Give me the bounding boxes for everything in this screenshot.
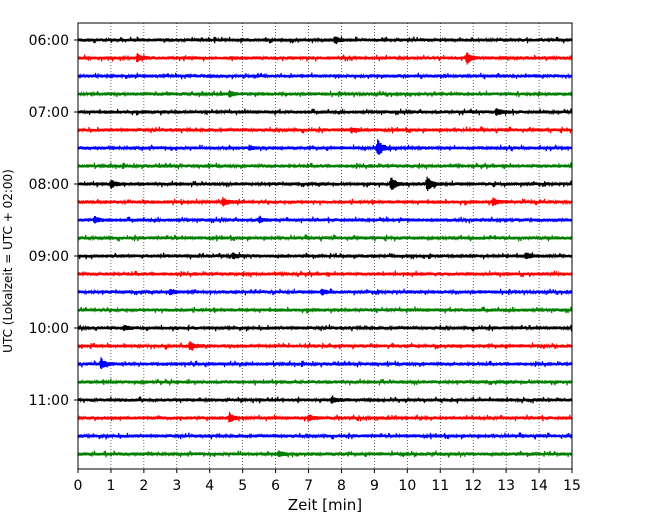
trace-line [77, 90, 573, 98]
y-tick-label: 08:00 [29, 177, 69, 193]
x-tick-label: 14 [530, 478, 548, 494]
y-tick-label: 11:00 [29, 393, 69, 409]
trace-line [77, 126, 573, 134]
x-tick-label: 3 [172, 478, 181, 494]
y-axis-label: UTC (Lokalzeit = UTC + 02:00) [1, 169, 15, 353]
trace-line [77, 324, 573, 332]
trace-line [77, 450, 573, 458]
x-tick-label: 4 [205, 478, 214, 494]
vertical-grid [110, 23, 540, 469]
trace-line [77, 288, 573, 296]
x-axis-label: Zeit [min] [288, 496, 362, 514]
trace-line [77, 108, 573, 116]
x-tick-label: 1 [106, 478, 115, 494]
x-axis-ticks: 0 1 2 3 4 5 6 7 8 9 10 11 12 13 14 15 [74, 469, 581, 494]
x-tick-label: 0 [74, 478, 83, 494]
y-tick-label: 06:00 [29, 33, 69, 49]
x-tick-label: 7 [304, 478, 313, 494]
x-tick-label: 9 [370, 478, 379, 494]
y-tick-label: 09:00 [29, 249, 69, 265]
y-axis-ticks: 06:00 07:00 08:00 09:00 10:00 11:00 [29, 33, 78, 409]
x-tick-label: 10 [398, 478, 416, 494]
trace-line [77, 270, 573, 278]
trace-line [77, 215, 573, 224]
trace-line [77, 52, 573, 65]
trace-line [77, 176, 573, 192]
trace-line [77, 234, 573, 242]
seismic-traces [77, 36, 573, 458]
x-tick-label: 5 [238, 478, 247, 494]
x-tick-label: 6 [271, 478, 280, 494]
trace-line [77, 252, 573, 260]
trace-line [77, 357, 573, 370]
x-tick-label: 12 [464, 478, 482, 494]
y-tick-label: 07:00 [29, 105, 69, 121]
trace-line [77, 411, 573, 423]
trace-line [77, 341, 573, 351]
x-tick-label: 15 [563, 478, 581, 494]
x-tick-label: 8 [337, 478, 346, 494]
x-tick-label: 11 [431, 478, 449, 494]
trace-line [77, 432, 573, 440]
trace-line [77, 162, 573, 170]
plot-area-frame [77, 22, 573, 470]
trace-line [77, 36, 573, 45]
trace-line [77, 378, 573, 386]
x-tick-label: 2 [139, 478, 148, 494]
trace-line [77, 196, 573, 207]
trace-line [77, 395, 573, 404]
trace-line [77, 72, 573, 80]
y-tick-label: 10:00 [29, 321, 69, 337]
trace-line [77, 306, 573, 314]
trace-line [77, 139, 573, 155]
x-tick-label: 13 [497, 478, 515, 494]
